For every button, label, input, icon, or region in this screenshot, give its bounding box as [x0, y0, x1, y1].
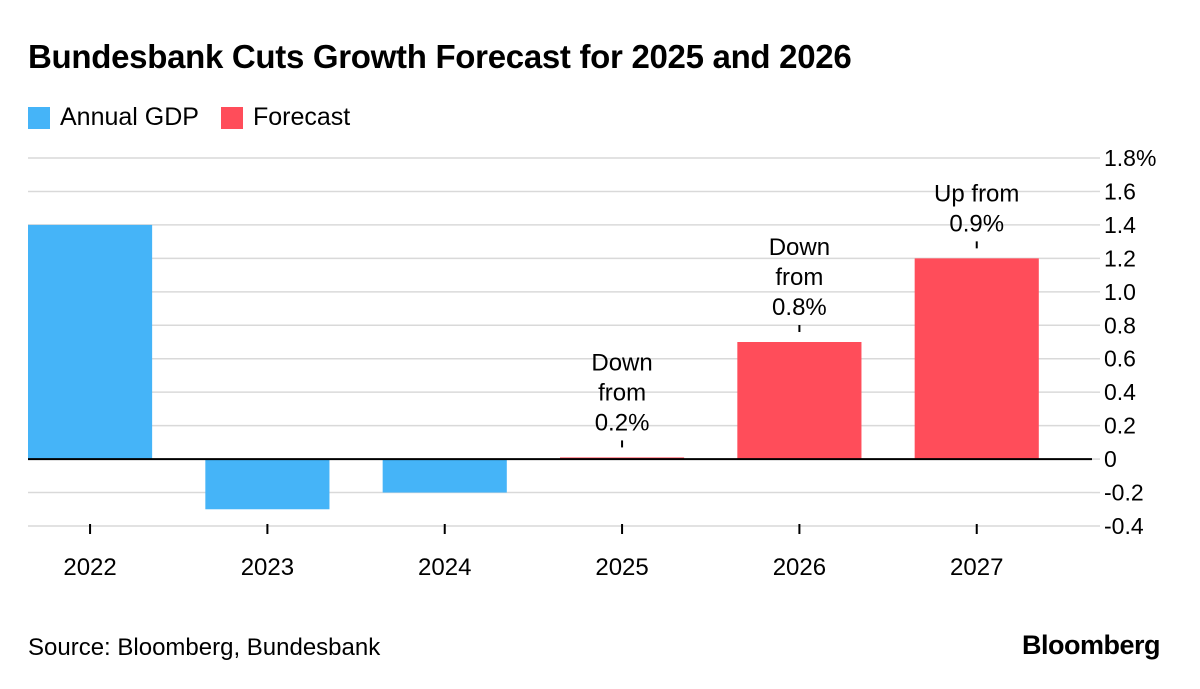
legend-item-annual-gdp: Annual GDP — [28, 103, 199, 132]
y-tick-label: -0.4 — [1104, 513, 1144, 539]
annotation-text: Down — [769, 234, 830, 261]
chart-title: Bundesbank Cuts Growth Forecast for 2025… — [28, 38, 852, 75]
x-tick-label: 2023 — [241, 554, 294, 581]
x-tick-label: 2024 — [418, 554, 471, 581]
bars — [28, 224, 1039, 510]
annotation-text: Down — [591, 349, 652, 376]
y-tick-label: -0.2 — [1104, 480, 1144, 506]
legend-label-annual-gdp: Annual GDP — [60, 103, 199, 131]
x-tick-label: 2026 — [773, 554, 826, 581]
y-tick-label: 1.2 — [1104, 245, 1136, 271]
y-tick-label: 1.6 — [1104, 178, 1136, 204]
legend-label-forecast: Forecast — [252, 103, 351, 131]
y-tick-label: 1.4 — [1104, 212, 1136, 238]
y-tick-label: 0.6 — [1104, 346, 1136, 372]
y-tick-label: 0.8 — [1104, 312, 1136, 338]
bloomberg-logo: Bloomberg — [1021, 630, 1161, 660]
y-axis-ticks: -0.4 -0.2 0 0.2 0.4 0.6 0.8 1.0 1.2 1.4 1.6 1.8% — [1104, 145, 1156, 539]
bar-forecast-2027 — [914, 258, 1039, 460]
annotation-text: 0.2% — [595, 409, 650, 436]
bar-annual-gdp-2023 — [205, 459, 330, 510]
annotation-text: 0.9% — [949, 210, 1004, 237]
source-note: Source: Bloomberg, Bundesbank — [28, 634, 381, 661]
annotation-text: from — [598, 379, 646, 406]
x-tick-label: 2027 — [950, 554, 1003, 581]
y-tick-label: 1.8% — [1104, 145, 1156, 171]
legend-swatch-annual-gdp — [28, 106, 50, 129]
x-tick-label: 2025 — [595, 554, 648, 581]
legend: Annual GDP Forecast — [28, 103, 372, 132]
bar-annual-gdp-2024 — [382, 459, 507, 493]
bar-forecast-2026 — [737, 342, 862, 460]
y-tick-label: 0 — [1104, 446, 1117, 472]
y-tick-label: 1.0 — [1104, 279, 1136, 305]
annotation-text: 0.8% — [772, 294, 827, 321]
x-axis: 2022 2023 2024 2025 2026 2027 — [63, 524, 1003, 581]
bar-annual-gdp-2022 — [28, 224, 153, 460]
annotation-text: from — [775, 264, 823, 291]
y-tick-label: 0.4 — [1104, 379, 1136, 405]
legend-item-forecast: Forecast — [220, 103, 351, 132]
y-tick-label: 0.2 — [1104, 413, 1136, 439]
annotation-text: Up from — [934, 180, 1019, 207]
annotations: Down from 0.2% Down from 0.8% Up from 0.9% — [591, 180, 1019, 448]
legend-swatch-forecast — [220, 106, 243, 129]
x-tick-label: 2022 — [63, 554, 116, 581]
